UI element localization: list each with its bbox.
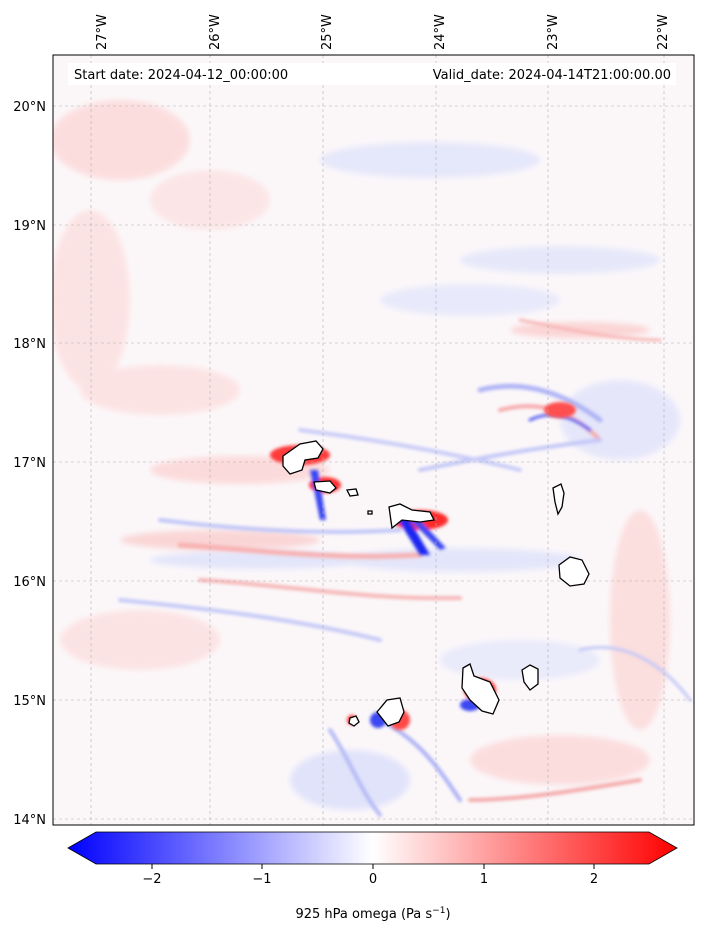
colorbar-tick-label: −2 bbox=[142, 872, 161, 887]
lat-tick-label: 14°N bbox=[13, 813, 46, 828]
island-santiago bbox=[461, 663, 500, 715]
valid-date-label: Valid_date: 2024-04-14T21:00:00.00 bbox=[433, 68, 671, 83]
colorbar-label-close: ) bbox=[445, 907, 450, 922]
island-sal bbox=[552, 483, 565, 516]
lon-tick-label: 27°W bbox=[95, 14, 110, 50]
island-sao-nicolau bbox=[388, 503, 435, 530]
info-box bbox=[68, 63, 676, 85]
colorbar-tick-label: 2 bbox=[590, 872, 598, 887]
island-brava bbox=[348, 715, 360, 727]
lat-tick-label: 18°N bbox=[13, 337, 46, 352]
gridlines bbox=[53, 55, 694, 825]
colorbar-label: 925 hPa omega (Pa s−1) bbox=[295, 906, 450, 922]
lat-tick-labels: 20°N 19°N 18°N 17°N 16°N 15°N 14°N bbox=[13, 100, 46, 828]
island-boa-vista bbox=[558, 556, 590, 587]
lon-tick-label: 24°W bbox=[433, 14, 448, 50]
field-streaks bbox=[118, 318, 692, 817]
lon-tick-label: 25°W bbox=[320, 14, 335, 50]
colorbar-body bbox=[67, 831, 678, 865]
lat-tick-label: 16°N bbox=[13, 575, 46, 590]
island-maio bbox=[521, 664, 539, 691]
colorbar: −2 −1 0 1 2 925 hPa omega (Pa s−1) bbox=[67, 831, 678, 922]
island-sao-vicente bbox=[313, 480, 337, 494]
island-raso bbox=[367, 510, 373, 515]
lon-tick-label: 26°W bbox=[208, 14, 223, 50]
lon-tick-label: 23°W bbox=[546, 14, 561, 50]
lat-tick-label: 17°N bbox=[13, 456, 46, 471]
island-santa-luzia bbox=[346, 488, 359, 497]
colorbar-tick-label: −1 bbox=[252, 872, 271, 887]
island-santo-antao bbox=[282, 440, 324, 475]
island-fogo bbox=[376, 697, 405, 727]
lon-tick-labels: 27°W 26°W 25°W 24°W 23°W 22°W bbox=[95, 14, 671, 50]
islands bbox=[282, 440, 590, 727]
colorbar-tick-label: 1 bbox=[480, 872, 488, 887]
field-patches bbox=[53, 100, 680, 810]
lat-tick-label: 20°N bbox=[13, 100, 46, 115]
start-date-label: Start date: 2024-04-12_00:00:00 bbox=[74, 68, 288, 83]
lon-tick-label: 22°W bbox=[656, 14, 671, 50]
colorbar-label-main: 925 hPa omega (Pa s bbox=[295, 907, 432, 922]
lat-tick-label: 19°N bbox=[13, 219, 46, 234]
colorbar-ticks bbox=[151, 864, 595, 869]
lat-tick-label: 15°N bbox=[13, 694, 46, 709]
colorbar-label-exponent: −1 bbox=[432, 906, 445, 916]
colorbar-tick-label: 0 bbox=[369, 872, 377, 887]
omega-field-panel bbox=[53, 55, 694, 825]
map-frame bbox=[52, 54, 695, 826]
